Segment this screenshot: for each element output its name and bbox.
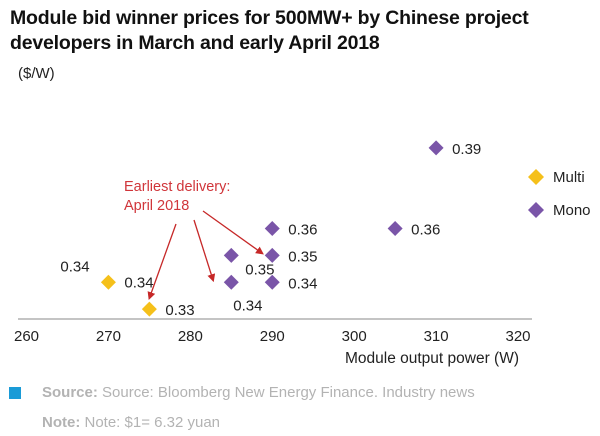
source-label: Source:	[42, 384, 98, 401]
data-label-extra-0: 0.34	[60, 258, 89, 275]
annotation: Earliest delivery: April 2018	[124, 179, 230, 214]
data-point-mono-6	[428, 140, 444, 156]
chart-title: Module bid winner prices for 500MW+ by C…	[10, 7, 529, 54]
data-label-mono-0: 0.35	[245, 261, 274, 278]
x-tick-label-300: 300	[342, 328, 367, 345]
annotation-arrow-2	[202, 210, 264, 255]
data-label-mono-4: 0.34	[288, 275, 317, 292]
data-point-multi-1	[141, 301, 157, 317]
data-point-mono-2	[264, 221, 280, 236]
data-label-multi-1: 0.33	[165, 302, 194, 319]
x-axis-ticks: 260 270 280 290 300 310 320	[14, 328, 531, 345]
x-tick-label-290: 290	[260, 328, 285, 345]
x-axis-title: Module output power (W)	[345, 350, 519, 367]
x-tick-label-310: 310	[424, 328, 449, 345]
source-text: Source: Bloomberg New Energy Finance. In…	[102, 384, 475, 401]
data-label-multi-0: 0.34	[124, 274, 153, 291]
legend-label-multi: Multi	[553, 169, 585, 186]
data-label-mono-5: 0.36	[411, 222, 440, 239]
annotation-arrow-1	[193, 219, 216, 283]
x-tick-label-320: 320	[505, 328, 530, 345]
x-tick-label-260: 260	[14, 328, 39, 345]
x-tick-label-280: 280	[178, 328, 203, 345]
legend-marker-multi	[528, 169, 544, 185]
source-marker-icon	[9, 387, 21, 399]
data-point-mono-0	[223, 247, 239, 263]
annotation-arrow-0	[147, 223, 177, 301]
data-point-multi-0	[100, 274, 116, 290]
data-label-mono-1: 0.34	[233, 297, 262, 314]
data-label-mono-2: 0.36	[288, 222, 317, 239]
data-labels: 0.34 0.33 0.35 0.34 0.36 0.35 0.34 0.36 0.39 0.34	[60, 141, 481, 319]
x-tick-label-270: 270	[96, 328, 121, 345]
legend-label-mono: Mono	[553, 202, 591, 219]
data-point-mono-5	[387, 221, 403, 236]
x-axis: 260 270 280 290 300 310 320 Module output powe…	[14, 318, 532, 367]
y-axis-unit-label: ($/W)	[18, 65, 55, 82]
note-label: Note:	[42, 414, 81, 431]
data-label-mono-6: 0.39	[452, 141, 481, 158]
annotation-line-1: Earliest delivery:	[124, 179, 230, 195]
data-point-mono-3	[264, 247, 280, 263]
note-text: Note: $1= 6.32 yuan	[84, 414, 221, 431]
source-line: Source: Source: Bloomberg New Energy Fin…	[42, 380, 475, 406]
annotation-line-2: April 2018	[124, 198, 189, 214]
data-point-mono-1	[223, 274, 239, 290]
scatter-chart: 260 270 280 290 300 310 320 Module output powe…	[14, 140, 591, 367]
data-points	[100, 140, 444, 317]
data-point-mono-4	[264, 274, 280, 290]
legend-marker-mono	[528, 202, 544, 218]
note-line: Note: Note: $1= 6.32 yuan	[42, 410, 220, 436]
legend: Multi Mono	[528, 169, 591, 219]
annotation-arrows	[147, 210, 264, 301]
data-label-mono-3: 0.35	[288, 248, 317, 265]
